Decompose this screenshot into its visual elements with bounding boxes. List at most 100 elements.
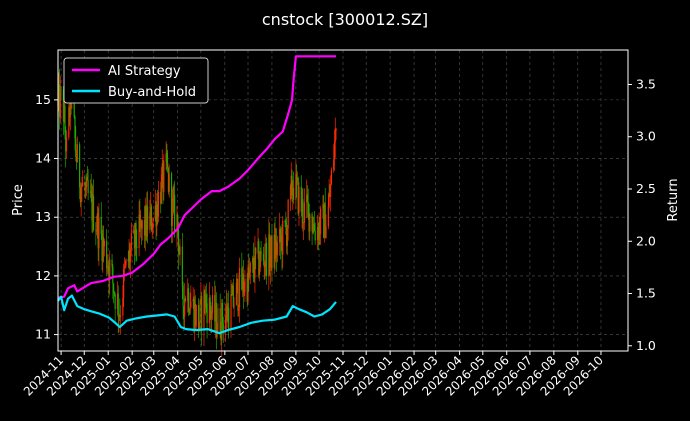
candle-body [300, 186, 302, 212]
candle-body [123, 266, 126, 269]
candle-body [92, 195, 94, 221]
candle-body [307, 201, 309, 204]
candle-body [155, 205, 157, 227]
candle-body [161, 163, 163, 175]
candle-body [258, 266, 261, 275]
candle-body [162, 163, 164, 193]
candle-body [133, 230, 135, 234]
candle-body [179, 246, 181, 255]
candle-body [113, 283, 115, 293]
legend-label-ai-strategy: AI Strategy [108, 64, 181, 79]
candle-body [87, 180, 89, 194]
candle-body [292, 187, 294, 196]
right-tick-label: 2.5 [636, 181, 656, 196]
candle-body [244, 278, 246, 293]
candle-body [103, 241, 105, 247]
candle-body [306, 194, 309, 202]
candle-body [249, 263, 251, 273]
candle-body [150, 206, 153, 231]
candle-body [238, 268, 241, 308]
candle-body [160, 191, 162, 204]
candle-body [314, 230, 316, 241]
candle-body [91, 193, 93, 221]
candle-body [118, 315, 120, 317]
candle-body [201, 296, 203, 330]
candle-body [194, 303, 197, 326]
candle-body [193, 299, 195, 330]
candle-body [100, 217, 102, 235]
candle-body [281, 235, 283, 255]
candle-body [163, 161, 165, 193]
candle-body [195, 304, 197, 326]
candle-body [317, 226, 319, 240]
candle-body [312, 231, 314, 233]
candle-body [116, 293, 119, 310]
candle-body [157, 204, 159, 217]
candle-body [176, 214, 178, 232]
candle-body [85, 187, 87, 190]
candle-body [290, 175, 292, 186]
candle-body [285, 222, 287, 228]
candle-body [79, 144, 81, 188]
candle-body [279, 228, 281, 243]
candle-body [284, 220, 286, 223]
candle-body [151, 229, 153, 231]
candle-body [286, 228, 288, 246]
candle-body [146, 206, 149, 230]
candle-body [75, 138, 77, 157]
left-tick-label: 12 [35, 268, 51, 283]
candle-body [168, 173, 170, 192]
candle-body [109, 259, 111, 280]
candle-body [171, 198, 173, 226]
candle-body [106, 241, 108, 269]
candle-body [269, 254, 271, 268]
candle-body [59, 89, 61, 118]
candle-body [157, 191, 160, 217]
candle-body [62, 89, 65, 122]
right-tick-label: 3.0 [636, 129, 656, 144]
candle-body [309, 213, 311, 232]
candle-body [182, 285, 184, 307]
candle-body [225, 306, 227, 317]
candle-body [172, 198, 174, 202]
candle-body [292, 187, 295, 200]
candle-body [165, 153, 167, 162]
candle-body [84, 182, 86, 190]
candle-body [265, 242, 268, 276]
right-tick-label: 1.5 [636, 286, 656, 301]
candle-body [270, 235, 272, 255]
candle-body [177, 214, 179, 225]
candle-body [324, 203, 326, 238]
candle-body [108, 266, 110, 280]
candle-body [215, 302, 217, 337]
candle-body [183, 306, 185, 317]
candle-body [323, 204, 325, 238]
left-tick-label: 13 [35, 209, 51, 224]
candle-body [140, 220, 143, 229]
candle-body [198, 322, 200, 331]
candle-body [65, 132, 67, 152]
candle-body [264, 263, 266, 268]
candle-body [58, 84, 60, 100]
candle-body [184, 298, 186, 317]
candle-body [194, 303, 196, 330]
candle-body [150, 206, 152, 213]
candle-body [228, 307, 230, 330]
candle-body [232, 285, 234, 307]
candle-body [296, 173, 298, 181]
candle-body [65, 137, 68, 152]
candle-body [102, 237, 105, 247]
candle-body [92, 195, 95, 231]
candle-body [275, 240, 278, 255]
candle-body [133, 230, 136, 249]
candle-body [316, 226, 319, 241]
candle-body [226, 306, 228, 321]
candle-body [60, 89, 62, 91]
right-axis: 1.0 1.5 2.0 2.5 3.0 3.5 [628, 76, 656, 353]
candle-body [129, 250, 131, 262]
candle-body [298, 186, 300, 214]
candle-body [86, 176, 88, 181]
candle-body [140, 220, 142, 227]
candle-body [167, 162, 169, 168]
